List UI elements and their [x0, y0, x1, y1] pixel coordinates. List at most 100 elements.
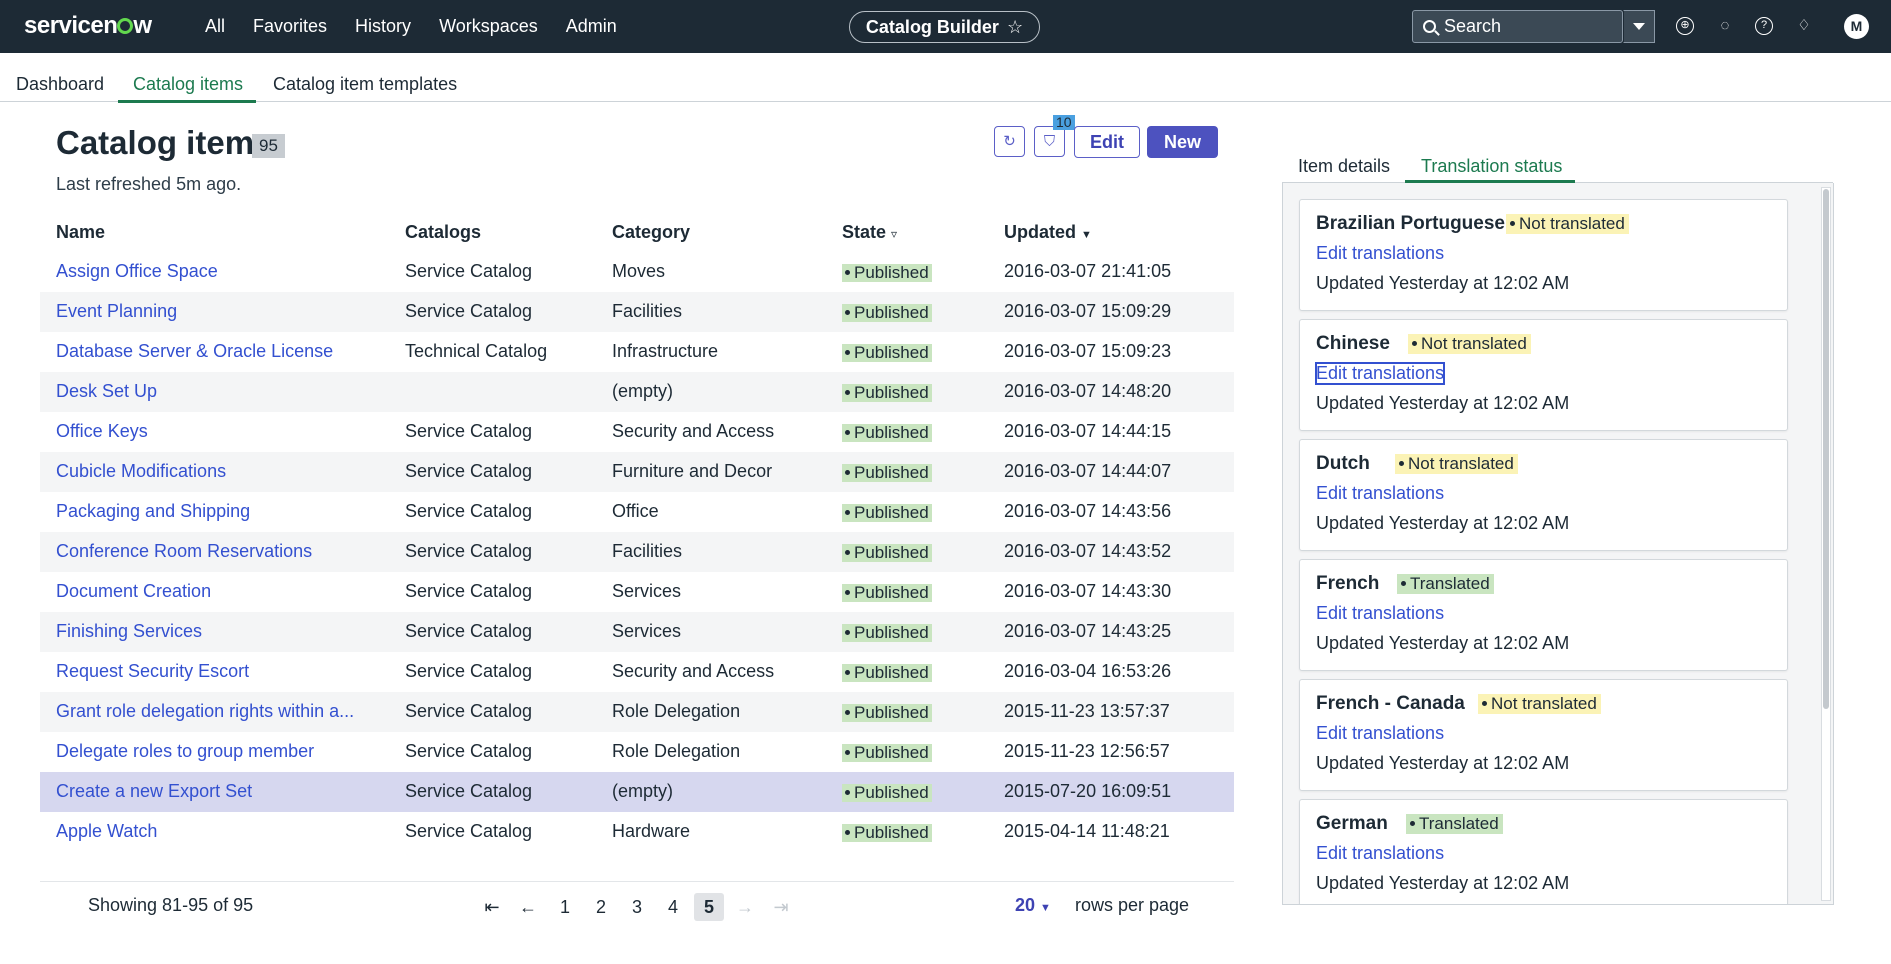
rows-per-page-select[interactable]: 20 ▼ [1015, 895, 1051, 916]
table-row[interactable]: Desk Set Up (empty) Published 2016-03-07 14… [40, 372, 1234, 412]
page-2[interactable]: 2 [595, 897, 606, 917]
refresh-button[interactable]: ↻ [994, 126, 1025, 157]
edit-button[interactable]: Edit [1074, 126, 1140, 158]
new-button[interactable]: New [1147, 126, 1218, 158]
panel-scrollbar-thumb[interactable] [1823, 189, 1829, 709]
tab-catalog-item-templates[interactable]: Catalog item templates [273, 74, 458, 94]
status-dot-icon [1412, 341, 1417, 346]
item-name-link[interactable]: Desk Set Up [56, 381, 158, 401]
tab-catalog-items[interactable]: Catalog items [133, 74, 244, 94]
showing-range-text: Showing 81-95 of 95 [88, 895, 254, 915]
item-name-link[interactable]: Document Creation [56, 581, 212, 601]
table-row[interactable]: Packaging and Shipping Service Catalog Off… [40, 492, 1234, 532]
item-name-link[interactable]: Office Keys [56, 421, 148, 441]
column-header-name[interactable]: Name [56, 222, 106, 242]
state-label: Published [854, 783, 929, 802]
app-title-pill[interactable]: Catalog Builder ☆ [849, 11, 1040, 43]
language-name: French - Canada [1316, 693, 1465, 714]
state-badge: Published [842, 544, 932, 562]
column-header-updated[interactable]: Updated ▼ [1004, 222, 1092, 243]
table-row[interactable]: Office Keys Service Catalog Security and A… [40, 412, 1234, 452]
table-row[interactable]: Grant role delegation rights within a...… [40, 692, 1234, 732]
bell-icon[interactable]: ♢ [1797, 17, 1811, 34]
edit-translations-link[interactable]: Edit translations [1316, 603, 1445, 623]
translation-card: Dutch Not translated Edit translations Upda… [1299, 439, 1788, 551]
edit-translations-link[interactable]: Edit translations [1314, 362, 1446, 385]
nav-history[interactable]: History [355, 16, 412, 36]
prev-page-button[interactable]: ← [519, 897, 537, 917]
search-placeholder: Search [1444, 16, 1502, 36]
table-row[interactable]: Document Creation Service Catalog Services… [40, 572, 1234, 612]
catalog-cell: Technical Catalog [405, 341, 548, 361]
catalog-items-table: Assign Office Space Service Catalog Moves P… [40, 252, 1234, 852]
filter-button[interactable]: ⛉ [1034, 126, 1065, 157]
page-3[interactable]: 3 [631, 897, 642, 917]
edit-translations-link[interactable]: Edit translations [1316, 483, 1445, 503]
translation-status-badge: Not translated [1506, 214, 1629, 234]
servicenow-logo[interactable]: servicen w [24, 12, 152, 39]
edit-translations-link[interactable]: Edit translations [1316, 723, 1445, 743]
item-name-link[interactable]: Database Server & Oracle License [56, 341, 334, 361]
first-page-button[interactable]: ⇤ [484, 897, 500, 917]
state-label: Published [854, 543, 929, 562]
status-dot-icon [845, 630, 850, 635]
translation-card: German Translated Edit translations Updated… [1299, 799, 1788, 904]
item-name-link[interactable]: Finishing Services [56, 621, 203, 641]
tab-dashboard[interactable]: Dashboard [16, 74, 105, 94]
item-name-link[interactable]: Event Planning [56, 301, 178, 321]
status-dot-icon [845, 430, 850, 435]
page-1[interactable]: 1 [559, 897, 570, 917]
table-row[interactable]: Finishing Services Service Catalog Service… [40, 612, 1234, 652]
status-dot-icon [845, 470, 850, 475]
nav-workspaces[interactable]: Workspaces [439, 16, 538, 36]
star-icon[interactable]: ☆ [1006, 16, 1024, 37]
global-search-input[interactable]: Search [1412, 10, 1623, 43]
item-name-link[interactable]: Cubicle Modifications [56, 461, 227, 481]
help-icon[interactable]: ? [1755, 17, 1773, 35]
status-dot-icon [1482, 701, 1487, 706]
catalog-cell: Service Catalog [405, 741, 533, 761]
table-row[interactable]: Apple Watch Service Catalog Hardware Publis… [40, 812, 1234, 852]
table-row[interactable]: Event Planning Service Catalog Facilities P… [40, 292, 1234, 332]
tab-item-details[interactable]: Item details [1298, 156, 1391, 176]
item-name-link[interactable]: Delegate roles to group member [56, 741, 315, 761]
column-header-catalogs[interactable]: Catalogs [405, 222, 482, 242]
table-row[interactable]: Database Server & Oracle License Technica… [40, 332, 1234, 372]
chat-icon[interactable]: ◌ [1720, 17, 1730, 34]
item-name-link[interactable]: Request Security Escort [56, 661, 250, 681]
state-badge: Published [842, 784, 932, 802]
column-header-category[interactable]: Category [612, 222, 691, 242]
filter-icon[interactable]: ▿ [891, 227, 898, 241]
page-5-current[interactable]: 5 [694, 893, 724, 921]
column-header-state[interactable]: State ▿ [842, 222, 897, 243]
item-name-link[interactable]: Grant role delegation rights within a... [56, 701, 355, 721]
state-label: Published [854, 663, 929, 682]
page-4[interactable]: 4 [667, 897, 678, 917]
item-name-link[interactable]: Create a new Export Set [56, 781, 253, 801]
globe-icon[interactable]: ⊕ [1676, 17, 1694, 35]
active-panel-tab-indicator [1405, 180, 1575, 183]
page-title: Catalog items [56, 124, 273, 161]
nav-admin[interactable]: Admin [565, 16, 617, 36]
table-row[interactable]: Assign Office Space Service Catalog Moves P… [40, 252, 1234, 292]
item-name-link[interactable]: Conference Room Reservations [56, 541, 313, 561]
table-row[interactable]: Cubicle Modifications Service Catalog Furn… [40, 452, 1234, 492]
avatar[interactable]: M [1844, 14, 1869, 39]
nav-all[interactable]: All [205, 16, 226, 36]
item-name-link[interactable]: Assign Office Space [56, 261, 218, 281]
table-row[interactable]: Conference Room Reservations Service Cata… [40, 532, 1234, 572]
table-row[interactable]: Create a new Export Set Service Catalog (e… [40, 772, 1234, 812]
item-name-link[interactable]: Apple Watch [56, 821, 158, 841]
translation-status-label: Translated [1410, 574, 1490, 593]
tab-translation-status[interactable]: Translation status [1421, 156, 1563, 176]
item-name-link[interactable]: Packaging and Shipping [56, 501, 251, 521]
edit-translations-link[interactable]: Edit translations [1316, 843, 1445, 863]
status-dot-icon [845, 310, 850, 315]
state-badge: Published [842, 584, 932, 602]
search-scope-dropdown[interactable] [1623, 10, 1655, 43]
table-row[interactable]: Delegate roles to group member Service Ca… [40, 732, 1234, 772]
table-row[interactable]: Request Security Escort Service Catalog Se… [40, 652, 1234, 692]
edit-translations-link[interactable]: Edit translations [1316, 243, 1445, 263]
sub-nav: Dashboard Catalog items Catalog item tem… [0, 53, 1891, 103]
nav-favorites[interactable]: Favorites [253, 16, 328, 36]
